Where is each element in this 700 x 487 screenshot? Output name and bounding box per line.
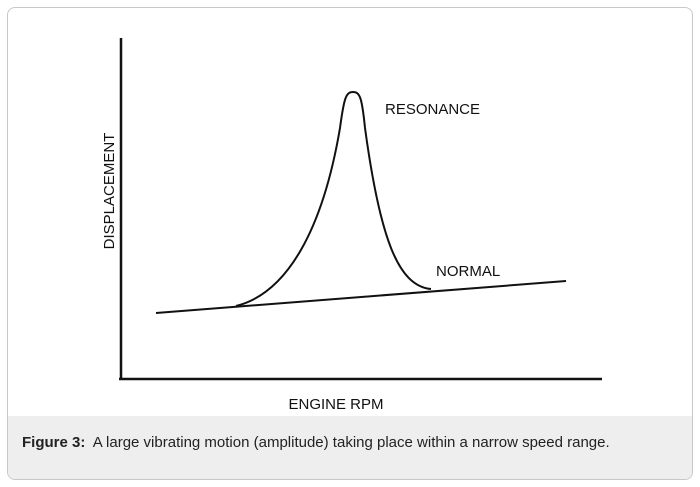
figure: DISPLACEMENT ENGINE RPM RESONANCE NORMAL… [7,7,693,480]
annotation: RESONANCE [385,101,480,118]
annotation: NORMAL [436,263,500,280]
caption: Figure 3: A large vibrating motion (ampl… [8,416,692,479]
diagram: DISPLACEMENT ENGINE RPM RESONANCE NORMAL [101,38,602,413]
x-axis-label: ENGINE RPM [288,396,383,413]
resonance-curve [235,90,432,307]
y-axis-label: DISPLACEMENT [101,133,118,250]
normal-line [155,280,567,314]
caption-body: A large vibrating motion (amplitude) tak… [92,434,610,451]
caption-label: Figure 3: [22,434,86,451]
caption-text: Figure 3: A large vibrating motion (ampl… [22,432,677,454]
